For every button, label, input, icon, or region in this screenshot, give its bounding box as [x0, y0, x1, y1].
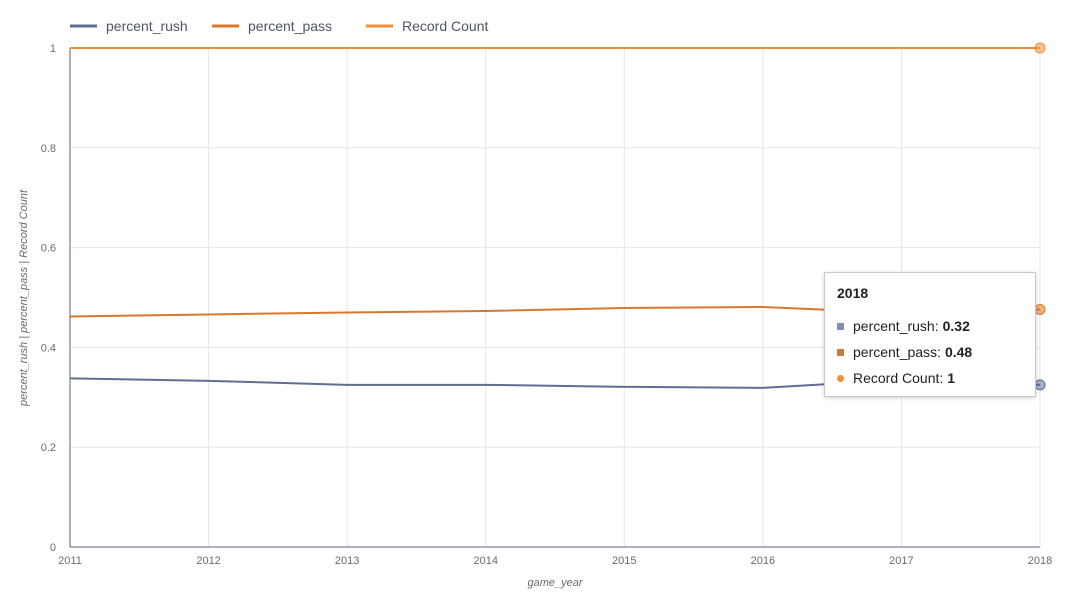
record-count-point[interactable] — [1034, 42, 1046, 54]
x-tick-label: 2017 — [889, 555, 913, 567]
y-tick-label: 0.6 — [41, 243, 56, 255]
axes: 0 0.2 0.4 0.6 0.8 1 2011 2012 2013 2014 2015 2016 20… — [41, 43, 1053, 567]
tooltip-value: 0.48 — [944, 344, 973, 360]
tooltip-title: 2018 — [837, 285, 869, 301]
y-axis-title: percent_rush | percent_pass | Record Cou… — [18, 189, 30, 407]
y-tick-label: 0.4 — [41, 342, 56, 354]
percent-pass-legend-label[interactable]: percent_pass — [248, 18, 332, 34]
x-tick-label: 2015 — [612, 555, 636, 567]
percent-rush-marker-icon — [837, 322, 844, 330]
record-count-legend-label[interactable]: Record Count — [402, 18, 488, 34]
tooltip-label: percent_rush: — [853, 318, 939, 334]
tooltip-row-percent-pass: percent_pass: 0.48 — [837, 339, 1023, 365]
x-tick-label: 2011 — [58, 555, 82, 567]
y-tick-label: 1 — [50, 43, 56, 55]
legend: percent_rush percent_pass Record Count — [70, 18, 488, 34]
record-count-marker-icon — [837, 374, 844, 382]
x-tick-label: 2012 — [196, 555, 220, 567]
percent-rush-legend-label[interactable]: percent_rush — [106, 18, 188, 34]
x-tick-label: 2018 — [1028, 555, 1052, 567]
y-tick-label: 0.8 — [41, 143, 56, 155]
y-tick-label: 0.2 — [41, 442, 56, 454]
x-tick-label: 2014 — [473, 555, 497, 567]
tooltip-value: 1 — [947, 370, 956, 386]
percent-rush-point[interactable] — [1034, 379, 1046, 391]
y-tick-label: 0 — [50, 542, 56, 554]
x-axis-title: game_year — [527, 577, 583, 589]
percent-pass-point[interactable] — [1034, 303, 1046, 315]
x-tick-label: 2016 — [751, 555, 775, 567]
tooltip-value: 0.32 — [942, 318, 970, 334]
tooltip-row-record-count: Record Count: 1 — [837, 365, 1023, 391]
tooltip-label: Record Count: — [853, 370, 944, 386]
x-tick-label: 2013 — [335, 555, 359, 567]
tooltip-row-percent-rush: percent_rush: 0.32 — [837, 313, 1023, 339]
hover-tooltip: 2018 percent_rush: 0.32 percent_pass: 0.… — [824, 272, 1036, 397]
percent-pass-marker-icon — [837, 348, 844, 356]
tooltip-label: percent_pass: — [853, 344, 941, 360]
